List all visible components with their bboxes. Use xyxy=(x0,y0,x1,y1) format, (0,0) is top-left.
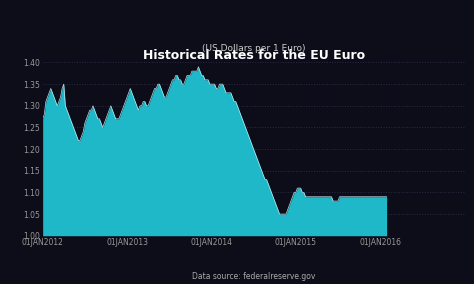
Text: Data source: federalreserve.gov: Data source: federalreserve.gov xyxy=(192,272,315,281)
Title: Historical Rates for the EU Euro: Historical Rates for the EU Euro xyxy=(143,49,365,62)
Text: (US Dollars per 1 Euro): (US Dollars per 1 Euro) xyxy=(202,44,305,53)
